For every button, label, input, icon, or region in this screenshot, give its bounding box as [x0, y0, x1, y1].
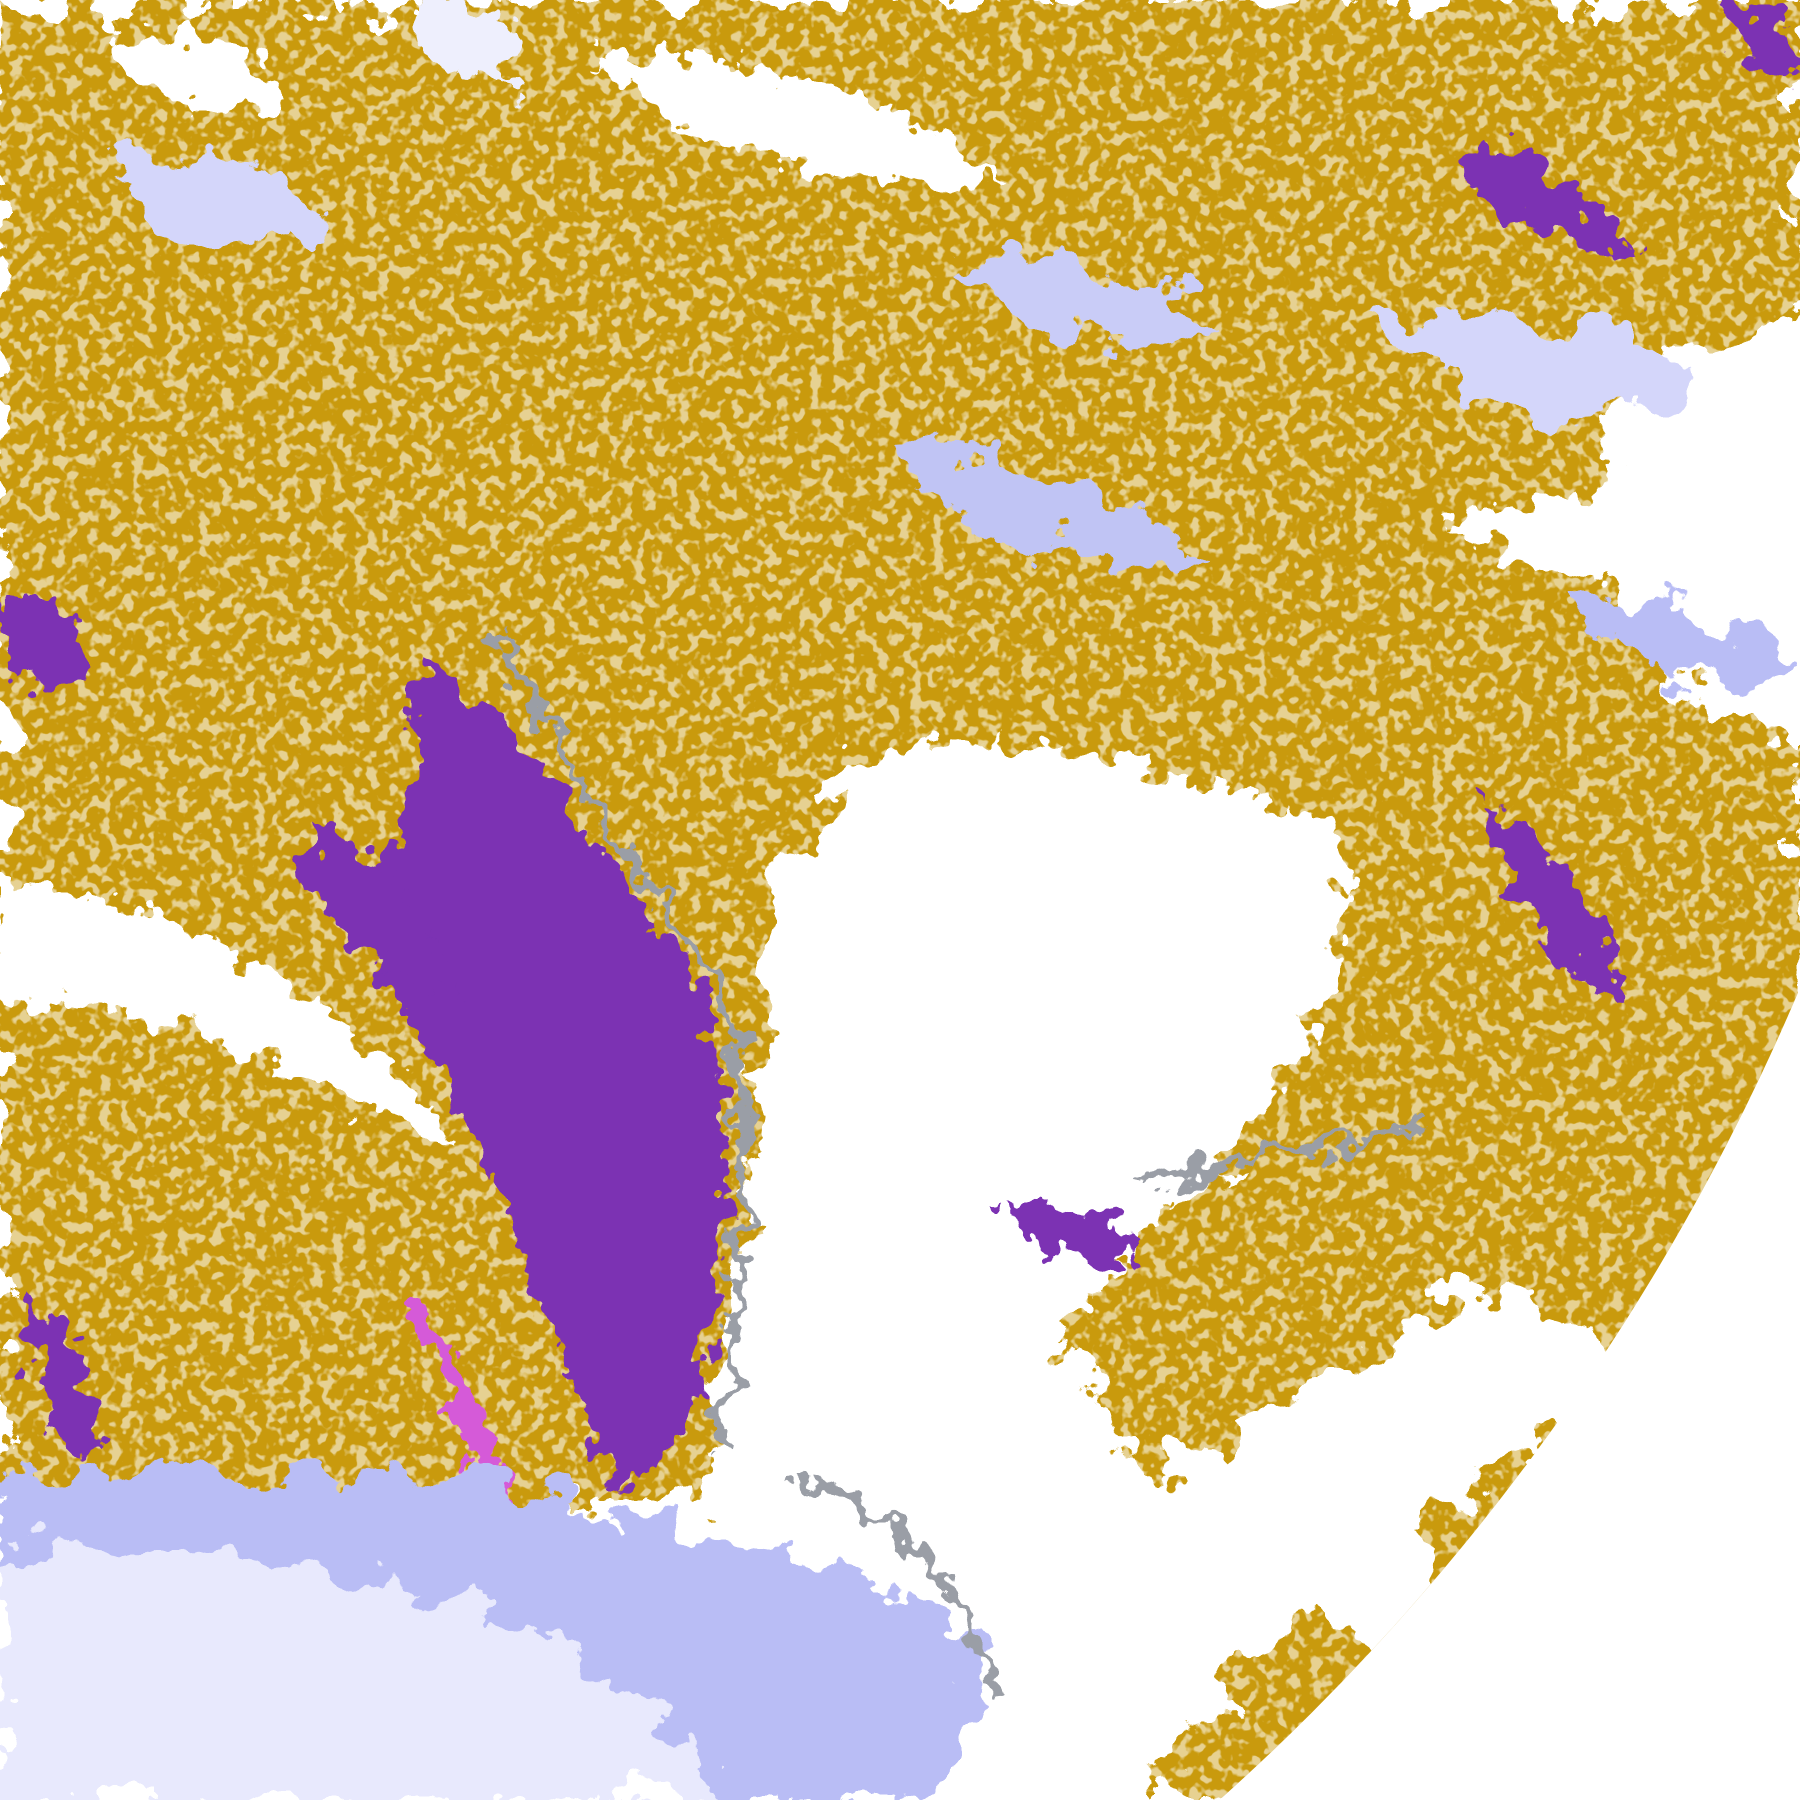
purple-area — [28, 1300, 97, 1460]
low-cloud-edges — [495, 637, 1422, 1702]
grey-edge — [799, 1475, 1005, 1702]
grey-edge — [495, 637, 749, 1451]
purple-area — [1000, 1207, 1140, 1260]
cloud-area — [420, 0, 524, 86]
purple-area — [300, 820, 460, 1000]
purple-area — [1720, 0, 1800, 80]
cloud-area — [1380, 316, 1700, 418]
cloud-area — [880, 438, 1200, 565]
grey-edge — [1149, 1115, 1422, 1185]
cloud-area — [960, 254, 1220, 343]
purple-area — [1480, 800, 1620, 1000]
purple-area — [1470, 140, 1640, 260]
purple-area — [330, 660, 727, 1488]
cloud-area — [110, 154, 330, 244]
purple-area — [0, 594, 86, 688]
purple-cloud-regions — [0, 0, 1800, 1488]
cloud-area — [0, 1550, 720, 1800]
cloud-area — [1580, 598, 1800, 688]
